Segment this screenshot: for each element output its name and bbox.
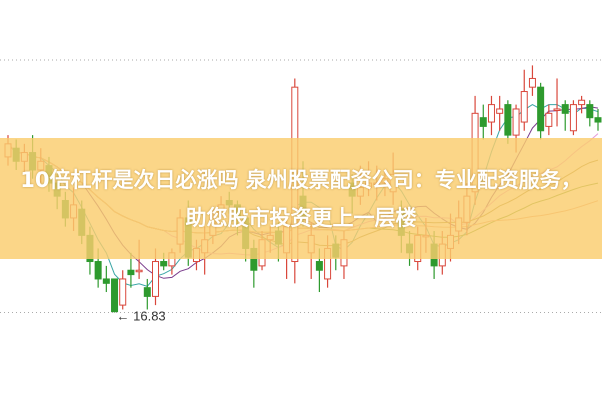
candle-body [520, 91, 528, 123]
candle-body [152, 261, 159, 297]
candle [569, 100, 577, 136]
candle [578, 95, 586, 114]
candle [520, 69, 528, 131]
candle [594, 108, 602, 131]
candle-body [594, 117, 602, 123]
candle [537, 82, 545, 140]
candle [102, 265, 110, 293]
candle-body [545, 112, 553, 127]
candle-body [586, 104, 594, 119]
candle-body [160, 261, 168, 267]
candle-body [561, 104, 569, 114]
candle-body [127, 269, 135, 276]
low-price-label: ← 16.83 [117, 309, 166, 324]
candle-body [487, 104, 495, 123]
candle-body [528, 77, 536, 88]
candle [111, 278, 119, 313]
candle [553, 78, 561, 127]
candle-body [553, 108, 561, 111]
candle [143, 278, 151, 310]
candle [504, 100, 512, 144]
candle-body [94, 261, 102, 280]
candle-body [135, 269, 143, 273]
candle-body [102, 278, 110, 284]
candle [528, 65, 536, 96]
candle-body [111, 278, 119, 313]
candle-body [512, 108, 520, 136]
candle [561, 100, 569, 131]
candle [479, 104, 487, 140]
candle [496, 95, 504, 131]
candle-body [578, 99, 586, 106]
candle [119, 270, 127, 310]
candle-body [504, 104, 512, 136]
candle-body [119, 278, 127, 306]
article-title: 10倍杠杆是次日必涨吗 泉州股票配资公司：专业配资服务，助您股市投资更上一层楼 [20, 167, 582, 230]
title-banner: 10倍杠杆是次日必涨吗 泉州股票配资公司：专业配资服务，助您股市投资更上一层楼 [0, 138, 602, 259]
candle [586, 100, 594, 127]
candle-body [479, 117, 487, 127]
candle-body [143, 287, 151, 297]
candle [487, 95, 495, 136]
candle-body [569, 104, 577, 132]
candle-body [496, 108, 504, 114]
candle-body [315, 261, 323, 271]
candle-body [537, 86, 545, 132]
candle [545, 104, 553, 136]
